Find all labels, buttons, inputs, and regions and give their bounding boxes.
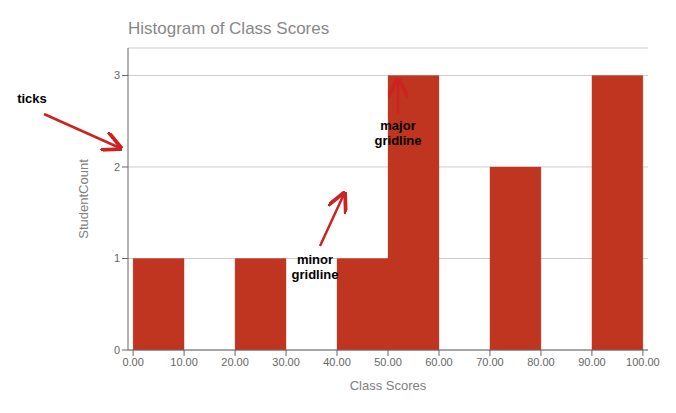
svg-text:minorgridline: minorgridline [292,252,339,282]
svg-text:0: 0 [114,344,120,356]
svg-text:80.00: 80.00 [527,356,555,368]
svg-text:40.00: 40.00 [323,356,351,368]
svg-text:100.00: 100.00 [626,356,660,368]
svg-text:ticks: ticks [17,91,47,106]
svg-text:90.00: 90.00 [578,356,606,368]
svg-text:3: 3 [114,69,120,81]
svg-text:70.00: 70.00 [476,356,504,368]
svg-text:2: 2 [114,161,120,173]
svg-text:50.00: 50.00 [374,356,402,368]
svg-text:0.00: 0.00 [122,356,143,368]
svg-text:Class Scores: Class Scores [350,378,427,393]
svg-text:30.00: 30.00 [272,356,300,368]
svg-text:1: 1 [114,252,120,264]
svg-text:Histogram of Class Scores: Histogram of Class Scores [128,19,329,38]
svg-text:60.00: 60.00 [425,356,453,368]
svg-text:20.00: 20.00 [221,356,249,368]
svg-text:majorgridline: majorgridline [375,118,422,148]
svg-text:10.00: 10.00 [170,356,198,368]
svg-text:StudentCount: StudentCount [76,159,91,239]
